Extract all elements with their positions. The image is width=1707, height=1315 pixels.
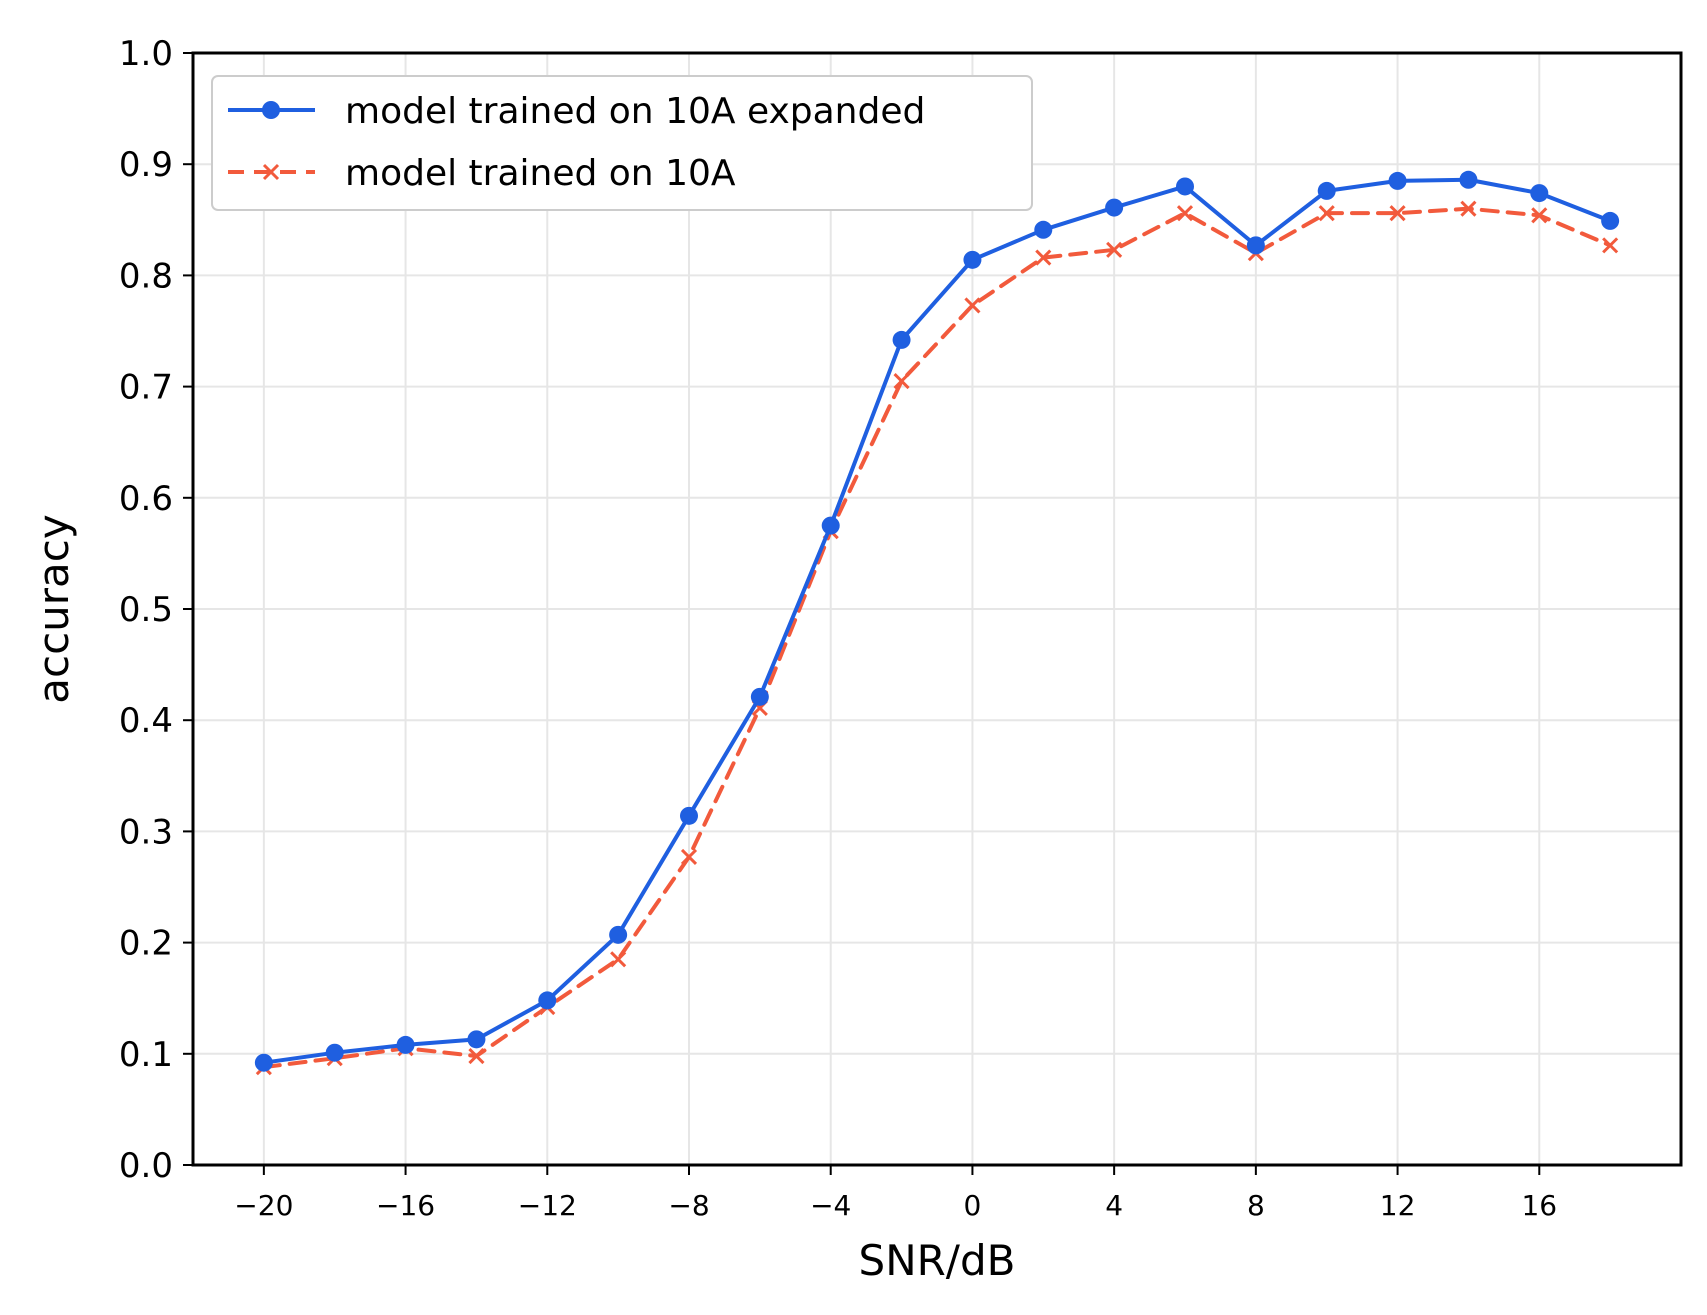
data-point-expanded [1105,198,1124,217]
y-tick-label: 0.5 [119,590,173,630]
x-stroke [1602,237,1619,254]
x-stroke [1389,205,1406,222]
legend-box [211,75,1033,211]
data-point-expanded [1459,170,1478,189]
data-point-baseline [1460,200,1477,217]
y-tick-label: 0.0 [119,1146,173,1186]
data-point-expanded [1388,171,1407,190]
x-tick-label: 12 [1380,1189,1416,1222]
x-tick-label: −16 [376,1189,435,1222]
x-stroke [262,163,280,181]
data-point-expanded [1176,177,1194,196]
x-stroke [1531,207,1548,224]
data-point-baseline [1318,205,1335,222]
x-tick-label: 8 [1247,1189,1265,1222]
data-point-expanded [1530,184,1549,203]
x-stroke [1460,200,1477,217]
data-point-expanded [963,250,982,269]
data-point-expanded [821,516,840,535]
data-point-expanded [254,1053,273,1072]
x-stroke [1035,249,1052,266]
data-point-baseline [964,297,981,314]
x-tick-label: 4 [1105,1189,1123,1222]
data-point-baseline [1602,237,1619,254]
data-point-expanded [396,1035,415,1054]
data-point-baseline [1531,207,1548,224]
data-point-baseline [1035,249,1052,266]
x-axis-label: SNR/dB [859,1236,1016,1285]
x-tick-label: 16 [1521,1189,1557,1222]
y-tick-label: 1.0 [119,34,173,74]
data-point-expanded [609,925,628,944]
data-point-expanded [1317,181,1336,200]
legend-label-expanded: model trained on 10A expanded [345,91,925,132]
data-point-baseline [468,1047,485,1065]
data-point-expanded [538,991,557,1010]
series-line-baseline [261,206,1613,1070]
x-stroke [1176,205,1194,222]
data-point-baseline [680,848,698,866]
x-stroke [1106,241,1123,258]
x-stroke [610,951,627,968]
legend-entry-expanded: model trained on 10A expanded [228,91,925,132]
data-point-expanded [680,806,698,825]
y-axis-label: accuracy [29,514,78,704]
legend: model trained on 10A expanded model trai… [211,75,1033,211]
x-stroke [1318,205,1335,222]
legend-entry-baseline: model trained on 10A [228,153,736,194]
data-point-expanded [1034,220,1053,239]
x-tick-label: −12 [518,1189,577,1222]
y-tick-label: 0.4 [119,701,173,741]
legend-x-glyph [262,163,280,181]
series-layer [254,170,1620,1076]
x-stroke [893,372,910,390]
y-tick-label: 0.9 [119,145,173,185]
data-point-baseline [1389,205,1406,222]
x-stroke [680,848,698,866]
x-tick-label: −20 [234,1189,293,1222]
legend-label-baseline: model trained on 10A [345,153,736,194]
data-point-baseline [1106,241,1123,258]
data-point-expanded [1601,211,1620,230]
series-line-expanded [261,177,1613,1065]
y-tick-label: 0.7 [119,368,173,408]
data-point-baseline [610,951,627,968]
y-tick-label: 0.3 [119,812,173,852]
legend-marker-circle [262,101,280,119]
legend-marker-x [262,163,280,181]
data-point-expanded [1246,236,1265,255]
data-point-baseline [1176,205,1194,222]
data-point-expanded [325,1043,344,1062]
x-stroke [468,1047,485,1065]
x-tick-label: 0 [964,1189,982,1222]
data-point-expanded [750,687,769,706]
y-tick-label: 0.2 [119,924,173,964]
x-tick-label: −4 [810,1189,851,1222]
y-tick-label: 0.8 [119,256,173,296]
data-point-baseline [893,372,910,390]
x-tick-label: −8 [668,1189,709,1222]
x-stroke [964,297,981,314]
data-point-expanded [892,330,911,349]
ticks-layer: −20 −16 −12 −8 −4 0 4 8 12 16 0.0 0.1 0.2 0.3 0.4 0.5 0.… [119,34,1557,1222]
y-tick-label: 0.1 [119,1035,173,1075]
data-point-expanded [467,1030,486,1049]
grid-layer [193,52,1681,1166]
y-tick-label: 0.6 [119,479,173,519]
